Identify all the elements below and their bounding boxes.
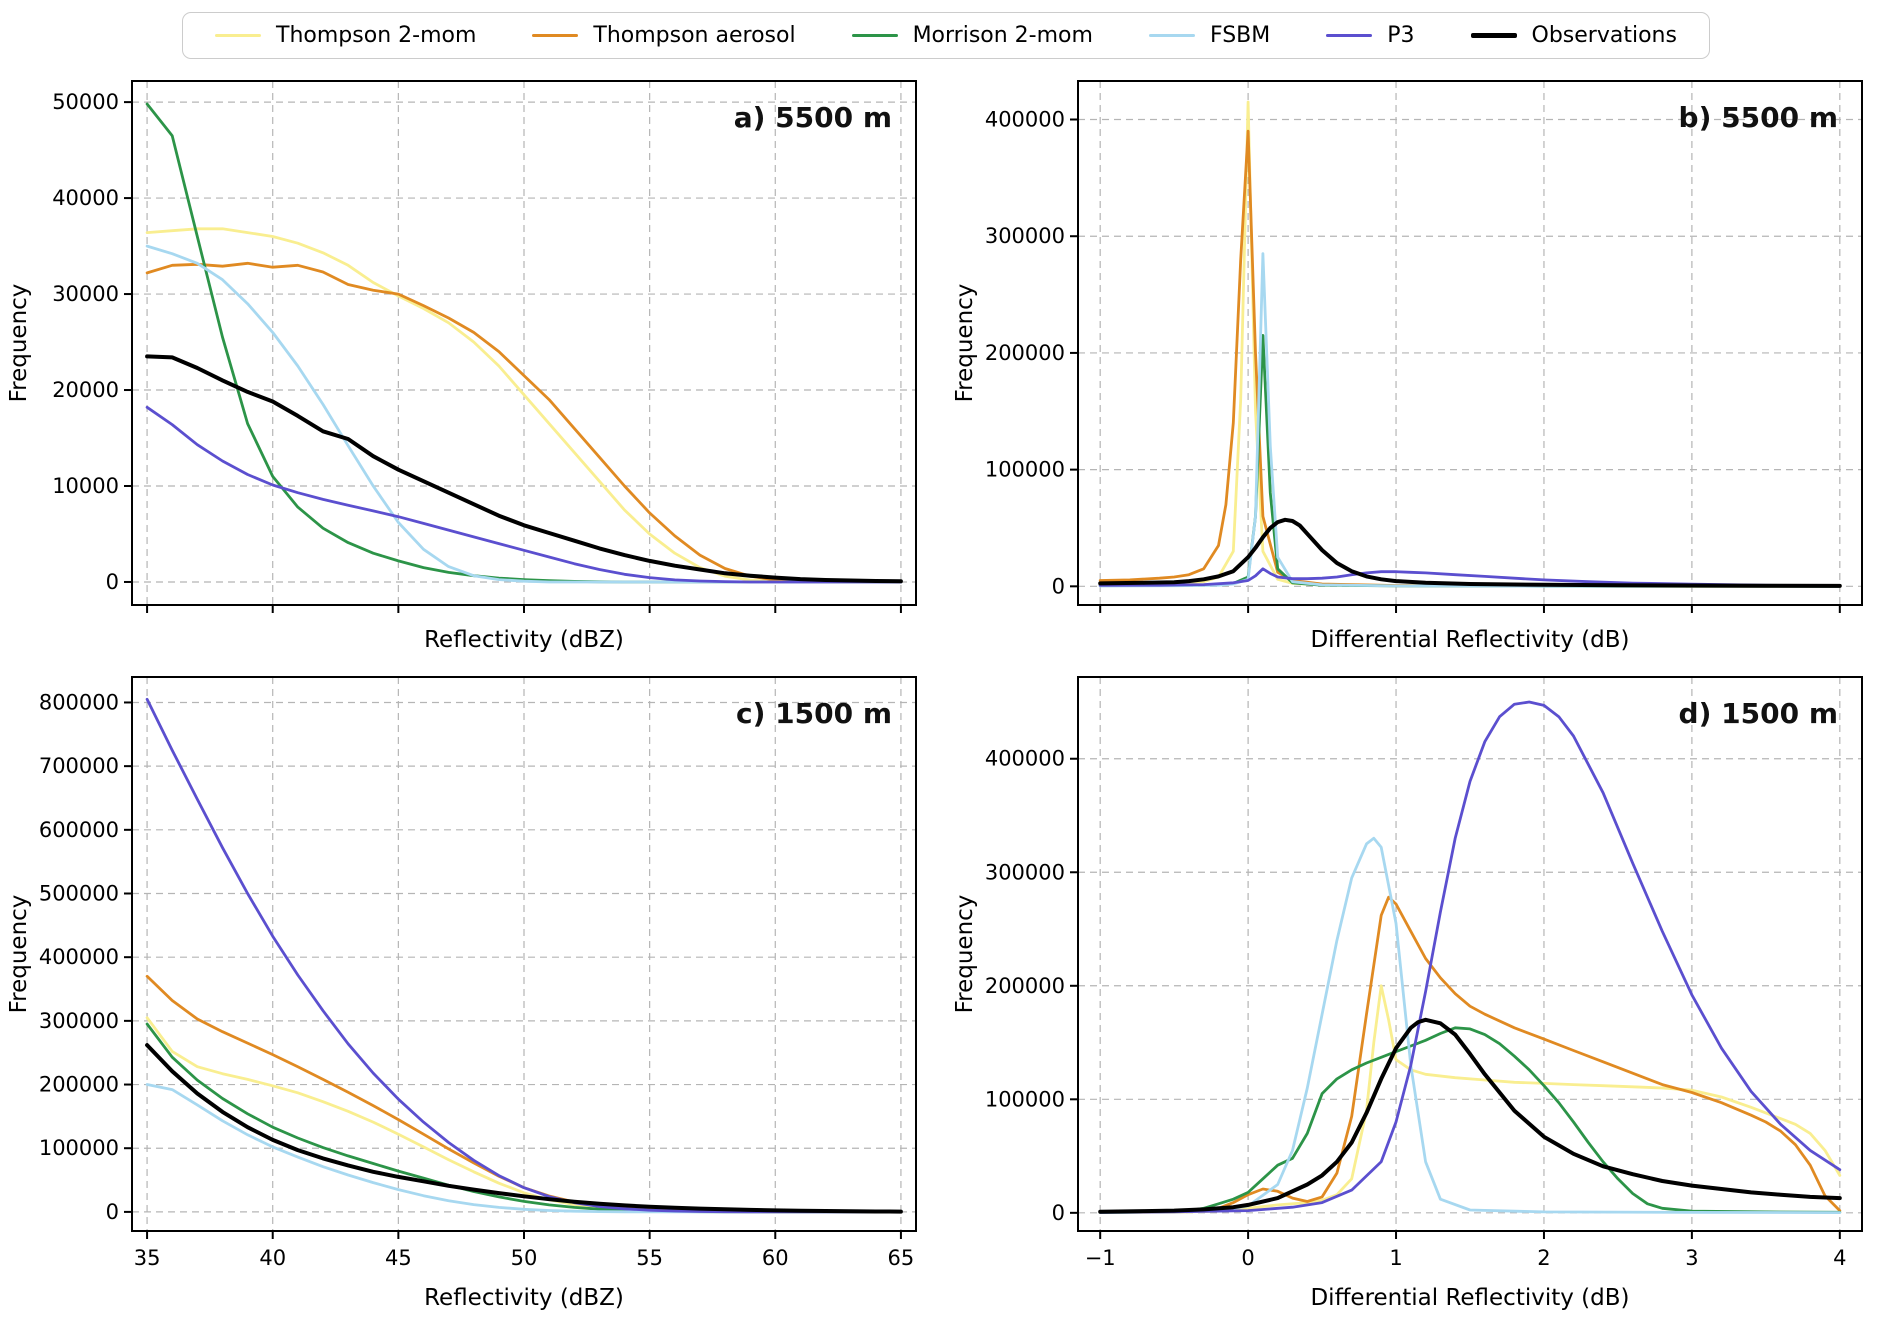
x-tick-label: 35 [134, 1246, 161, 1270]
legend-line-swatch [1326, 33, 1373, 38]
legend-label: Thompson 2-mom [276, 23, 477, 48]
series-observations [1098, 1017, 1842, 1214]
x-tick-label: 55 [636, 1246, 663, 1270]
y-axis-title: Frequency [6, 284, 32, 403]
series-group [145, 697, 903, 1214]
y-tick-label: 400000 [985, 747, 1065, 771]
y-tick-label: 400000 [39, 945, 119, 969]
y-axis-title: Frequency [952, 284, 978, 403]
series-thompson-2-mom [1098, 100, 1842, 588]
x-tick-label: 50 [511, 1246, 538, 1270]
axes-frame [1077, 80, 1863, 606]
y-tick-label: 0 [106, 570, 119, 594]
series-morrison-2-mom [1098, 1026, 1842, 1214]
series-p3 [1098, 700, 1842, 1214]
series-p3 [145, 405, 903, 584]
y-tick-label: 10000 [52, 474, 119, 498]
x-tick-label: 60 [762, 1246, 789, 1270]
series-observations [1098, 517, 1842, 588]
y-tick-label: 50000 [52, 90, 119, 114]
y-tick-label: 200000 [985, 974, 1065, 998]
legend-label: Morrison 2-mom [912, 23, 1093, 48]
legend-item-fsbm: FSBM [1148, 23, 1271, 48]
x-axis-title: Reflectivity (dBZ) [424, 1285, 624, 1311]
x-tick-label: 4 [1833, 1246, 1846, 1270]
legend-line-swatch [1470, 33, 1517, 38]
y-tick-label: 20000 [52, 378, 119, 402]
legend-item-p3: P3 [1326, 23, 1415, 48]
panel-b-chart: 0 100000 200000 300000 400000 Differential Re… [952, 80, 1863, 653]
series-fsbm [1098, 252, 1842, 588]
legend-line-swatch [532, 33, 579, 38]
series-observations [145, 354, 903, 584]
y-tick-label: 0 [1052, 1201, 1065, 1225]
legend-row: Thompson 2-mom Thompson aerosol Morrison… [0, 0, 1892, 59]
x-axis-title: Differential Reflectivity (dB) [1310, 627, 1629, 653]
x-tick-label: −1 [1085, 1246, 1116, 1270]
legend-label: Observations [1531, 23, 1677, 48]
x-tick-label: 1 [1389, 1246, 1402, 1270]
y-tick-label: 400000 [985, 108, 1065, 132]
y-tick-label: 100000 [985, 1087, 1065, 1111]
series-fsbm [1098, 836, 1842, 1214]
series-morrison-2-mom [145, 102, 903, 584]
series-morrison-2-mom [1098, 333, 1842, 588]
y-axis-title: Frequency [6, 895, 32, 1014]
y-tick-label: 500000 [39, 882, 119, 906]
series-thompson-aerosol [145, 974, 903, 1214]
x-tick-label: 45 [385, 1246, 412, 1270]
y-tick-label: 200000 [985, 341, 1065, 365]
series-thompson-aerosol [1098, 129, 1842, 588]
x-tick-label: 65 [888, 1246, 915, 1270]
x-axis-title: Differential Reflectivity (dB) [1310, 1285, 1629, 1311]
legend-line-swatch [851, 33, 898, 38]
panel-c-chart: 35 40 45 50 55 60 65 0 100000 200000 300000 400000 5… [6, 676, 917, 1311]
legend-item-morrison-2-mom: Morrison 2-mom [851, 23, 1093, 48]
panel-d-chart: −1 0 1 2 3 4 0 100000 200000 300000 400000 Differen… [952, 676, 1863, 1311]
series-observations [145, 1043, 903, 1214]
y-tick-label: 800000 [39, 690, 119, 714]
y-tick-label: 600000 [39, 818, 119, 842]
y-tick-label: 40000 [52, 186, 119, 210]
y-tick-label: 0 [106, 1200, 119, 1224]
legend-line-swatch [215, 33, 262, 38]
legend-label: P3 [1387, 23, 1415, 48]
panel-title: a) 5500 m [734, 101, 892, 134]
x-tick-label: 2 [1537, 1246, 1550, 1270]
legend-label: Thompson aerosol [593, 23, 796, 48]
panel-title: c) 1500 m [736, 697, 892, 730]
y-axis-title: Frequency [952, 895, 978, 1014]
x-tick-label: 40 [259, 1246, 286, 1270]
panel-title: d) 1500 m [1679, 697, 1838, 730]
series-thompson-aerosol [1098, 895, 1842, 1214]
y-tick-label: 700000 [39, 754, 119, 778]
y-tick-label: 300000 [985, 860, 1065, 884]
x-tick-label: 0 [1241, 1246, 1254, 1270]
y-tick-label: 100000 [985, 458, 1065, 482]
y-tick-label: 0 [1052, 574, 1065, 598]
panel-title: b) 5500 m [1679, 101, 1838, 134]
y-tick-label: 100000 [39, 1136, 119, 1160]
legend-label: FSBM [1209, 23, 1271, 48]
y-tick-label: 30000 [52, 282, 119, 306]
axes-frame [1077, 676, 1863, 1232]
legend-item-observations: Observations [1470, 23, 1677, 48]
legend-line-swatch [1148, 33, 1195, 38]
series-thompson-aerosol [145, 261, 903, 584]
legend: Thompson 2-mom Thompson aerosol Morrison… [182, 12, 1710, 59]
series-thompson-2-mom [1098, 984, 1842, 1214]
series-group [1098, 700, 1842, 1214]
x-tick-label: 3 [1685, 1246, 1698, 1270]
series-group [145, 102, 903, 584]
legend-item-thompson-2-mom: Thompson 2-mom [215, 23, 476, 48]
chart-grid: 0 10000 20000 30000 40000 50000 Reflectivity (… [0, 63, 1892, 1323]
y-tick-label: 200000 [39, 1073, 119, 1097]
panel-a-chart: 0 10000 20000 30000 40000 50000 Reflectivity (… [6, 80, 917, 653]
series-group [1098, 100, 1842, 588]
x-axis-title: Reflectivity (dBZ) [424, 627, 624, 653]
y-tick-label: 300000 [985, 224, 1065, 248]
y-tick-label: 300000 [39, 1009, 119, 1033]
legend-item-thompson-aerosol: Thompson aerosol [532, 23, 796, 48]
